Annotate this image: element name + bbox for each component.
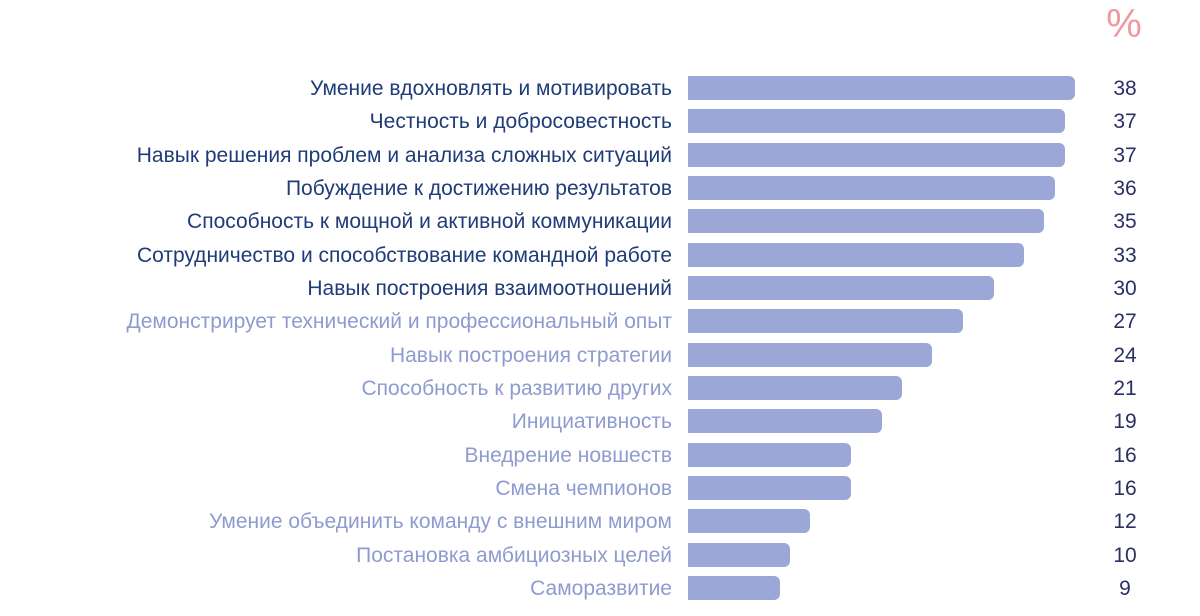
bar <box>688 176 1055 201</box>
value-label: 37 <box>1113 110 1137 134</box>
category-label: Смена чемпионов <box>495 477 672 501</box>
unit-percent-label: % <box>1106 2 1142 46</box>
chart-row: Инициативность 19 <box>0 405 1200 438</box>
bar <box>688 276 994 301</box>
value-label: 21 <box>1113 377 1137 401</box>
value-label: 24 <box>1113 343 1137 367</box>
category-label: Побуждение к достижению результатов <box>285 177 672 201</box>
bar <box>688 309 963 334</box>
value-label: 10 <box>1113 543 1137 567</box>
bar <box>688 242 1025 267</box>
value-label: 38 <box>1113 77 1137 100</box>
category-label: Демонстрирует технический и профессионал… <box>126 310 672 334</box>
bar <box>688 576 780 601</box>
value-label: 16 <box>1113 477 1137 501</box>
bar <box>688 376 902 401</box>
bar <box>688 476 851 501</box>
chart-row: Внедрение новшеств 16 <box>0 439 1200 472</box>
value-label: 12 <box>1113 510 1137 534</box>
category-label: Способность к развитию других <box>361 377 672 401</box>
chart-row: Смена чемпионов 16 <box>0 472 1200 505</box>
value-label: 9 <box>1119 577 1131 601</box>
bar <box>688 76 1075 100</box>
chart-row: Навык построения взаимоотношений 30 <box>0 272 1200 305</box>
chart-row: Честность и добросовестность 37 <box>0 105 1200 138</box>
bar <box>688 142 1065 167</box>
value-label: 33 <box>1113 243 1137 267</box>
category-label: Честность и добросовестность <box>369 110 672 134</box>
category-label: Сотрудничество и способствование командн… <box>136 243 672 267</box>
category-label: Навык построения стратегии <box>389 343 672 367</box>
bar <box>688 509 811 534</box>
category-label: Саморазвитие <box>530 577 672 601</box>
chart-row: Постановка амбициозных целей 10 <box>0 539 1200 572</box>
chart-row: Способность к мощной и активной коммуник… <box>0 205 1200 238</box>
category-label: Внедрение новшеств <box>464 443 672 467</box>
chart-row: Побуждение к достижению результатов 36 <box>0 172 1200 205</box>
bar <box>688 442 851 467</box>
bar <box>688 342 933 367</box>
value-label: 19 <box>1113 410 1137 434</box>
value-label: 27 <box>1113 310 1137 334</box>
bar <box>688 109 1065 134</box>
chart-row: Навык решения проблем и анализа сложных … <box>0 139 1200 172</box>
chart-row: Саморазвитие 9 <box>0 572 1200 605</box>
category-label: Навык решения проблем и анализа сложных … <box>136 143 672 167</box>
chart-row: Умение вдохновлять и мотивировать 38 <box>0 72 1200 105</box>
chart-row: Сотрудничество и способствование командн… <box>0 239 1200 272</box>
chart-row: Способность к развитию других 21 <box>0 372 1200 405</box>
value-label: 30 <box>1113 277 1137 301</box>
chart-row: Умение объединить команду с внешним миро… <box>0 505 1200 538</box>
bar <box>688 209 1045 234</box>
chart-row: Навык построения стратегии 24 <box>0 339 1200 372</box>
category-label: Постановка амбициозных целей <box>356 543 672 567</box>
chart-row: Демонстрирует технический и профессионал… <box>0 305 1200 338</box>
bar-chart: Умение вдохновлять и мотивировать 38 Честн… <box>0 72 1200 606</box>
category-label: Инициативность <box>511 410 672 434</box>
value-label: 35 <box>1113 210 1137 234</box>
value-label: 36 <box>1113 177 1137 201</box>
value-label: 37 <box>1113 143 1137 167</box>
value-label: 16 <box>1113 443 1137 467</box>
bar <box>688 542 790 567</box>
category-label: Способность к мощной и активной коммуник… <box>187 210 672 234</box>
bar <box>688 409 882 434</box>
category-label: Умение вдохновлять и мотивировать <box>310 77 672 100</box>
category-label: Умение объединить команду с внешним миро… <box>209 510 672 534</box>
category-label: Навык построения взаимоотношений <box>307 277 672 301</box>
